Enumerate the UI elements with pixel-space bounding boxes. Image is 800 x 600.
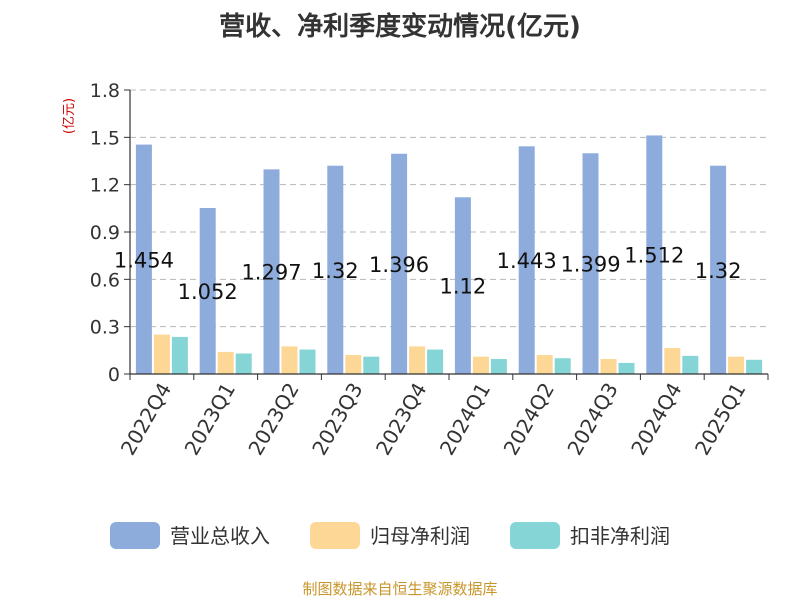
bar-2-2024Q2 [554,358,571,374]
bar-2-2023Q4 [427,349,444,374]
bar-0-2023Q2 [263,169,280,374]
data-label-2025Q1: 1.32 [695,259,742,283]
bar-0-2024Q3 [582,153,599,374]
data-label-2024Q2: 1.443 [497,249,557,273]
bar-2-2025Q1 [746,359,763,374]
bar-0-2024Q1 [454,197,471,374]
data-label-2023Q3: 1.32 [312,259,359,283]
bar-2-2022Q4 [171,336,188,374]
legend-swatch-2 [510,522,560,549]
data-label-2023Q1: 1.052 [178,280,238,304]
bar-2-2024Q3 [618,362,635,374]
x-tick-label: 2023Q1 [180,379,240,460]
chart-title: 营收、净利季度变动情况(亿元) [219,11,581,42]
legend-swatch-0 [110,522,160,549]
y-tick-label: 1.8 [90,80,120,102]
bar-0-2024Q4 [646,135,663,374]
y-tick-label: 1.2 [90,175,120,197]
x-tick-label: 2025Q1 [690,379,750,460]
bar-1-2024Q4 [664,347,681,374]
bar-1-2025Q1 [728,356,745,374]
bar-1-2023Q3 [345,355,362,374]
bar-1-2022Q4 [153,334,170,374]
x-tick-label: 2023Q3 [307,379,367,460]
bar-2-2023Q3 [363,356,380,374]
legend-label-1: 归母净利润 [370,524,470,548]
bar-0-2024Q2 [518,146,535,374]
bar-0-2022Q4 [135,144,152,374]
x-tick-label: 2024Q1 [435,379,495,460]
y-tick-label: 0.9 [90,222,120,244]
bar-1-2024Q3 [600,359,617,374]
legend-label-0: 营业总收入 [170,524,270,548]
x-tick-label: 2022Q4 [116,379,176,460]
legend-swatch-1 [310,522,360,549]
bar-0-2023Q1 [199,208,216,374]
x-tick-label: 2024Q3 [562,379,622,460]
data-label-2023Q2: 1.297 [241,261,301,285]
y-tick-label: 0 [108,364,120,386]
y-axis: 0 0.3 0.6 0.9 1.2 1.5 1.8 [90,80,131,386]
source-note: 制图数据来自恒生聚源数据库 [302,580,497,598]
bar-1-2023Q2 [281,346,298,374]
bar-0-2025Q1 [710,165,727,374]
x-tick-label: 2023Q2 [243,379,303,460]
bars-group [135,135,763,374]
x-tick-label: 2023Q4 [371,379,431,460]
bar-0-2023Q4 [391,153,408,374]
bar-0-2023Q3 [327,165,344,374]
bar-2-2024Q1 [490,359,507,374]
legend: 营业总收入 归母净利润 扣非净利润 [110,522,670,549]
data-label-2023Q4: 1.396 [369,253,429,277]
x-tick-label: 2024Q2 [499,379,559,460]
bar-2-2023Q1 [235,353,252,374]
x-axis: 2022Q4 2023Q1 2023Q2 2023Q3 2023Q4 2024Q1 2024… [116,373,769,460]
data-label-2024Q4: 1.512 [624,244,684,268]
data-label-2022Q4: 1.454 [114,248,174,272]
data-label-2024Q1: 1.12 [440,275,487,299]
y-tick-label: 0.6 [90,269,120,291]
legend-label-2: 扣非净利润 [570,524,670,548]
y-tick-label: 0.3 [90,317,120,339]
bar-1-2024Q2 [536,355,553,374]
unit-label: (亿元) [62,98,77,134]
y-tick-label: 1.5 [90,127,120,149]
bar-1-2023Q1 [217,351,234,374]
data-label-2024Q3: 1.399 [560,253,620,277]
bar-1-2024Q1 [472,356,489,374]
x-tick-label: 2024Q4 [626,379,686,460]
bar-2-2024Q4 [682,355,699,374]
bar-2-2023Q2 [299,349,316,374]
bar-1-2023Q4 [409,346,426,374]
